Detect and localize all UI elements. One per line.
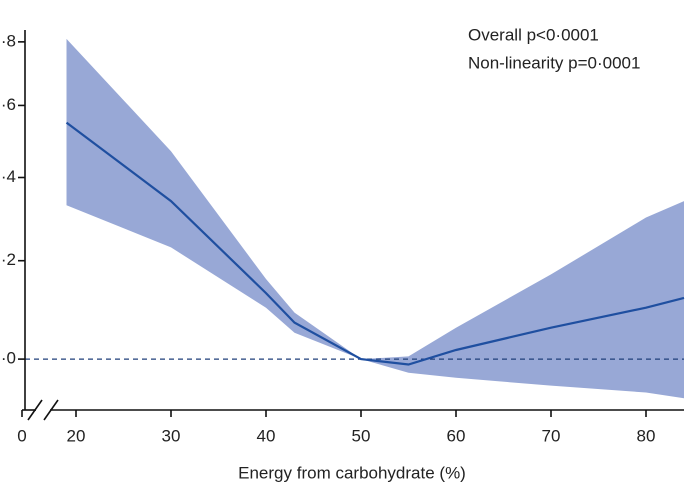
y-tick-label: 1·0	[0, 349, 16, 368]
line	[65, 121, 685, 366]
x-tick-label: 80	[637, 426, 656, 445]
y-tick-label: 1·2	[0, 250, 16, 269]
axis-break	[43, 399, 59, 421]
x-tick-label: 50	[352, 426, 371, 445]
annotation: Non-linearity p=0·0001	[468, 53, 640, 72]
confidence-band	[66, 38, 684, 399]
axis-break	[27, 399, 43, 421]
x-tick-label: 60	[447, 426, 466, 445]
x-tick-label: 0	[17, 426, 26, 445]
x-tick-label: 40	[257, 426, 276, 445]
y-tick-label: 1·6	[0, 95, 16, 114]
x-tick-label: 20	[67, 426, 86, 445]
x-tick-label: 70	[542, 426, 561, 445]
x-tick-label: 30	[162, 426, 181, 445]
y-tick-label: 1·4	[0, 167, 16, 186]
annotation: Overall p<0·0001	[468, 25, 599, 44]
x-axis-label: Energy from carbohydrate (%)	[238, 463, 466, 482]
y-tick-label: 1·8	[0, 31, 16, 50]
